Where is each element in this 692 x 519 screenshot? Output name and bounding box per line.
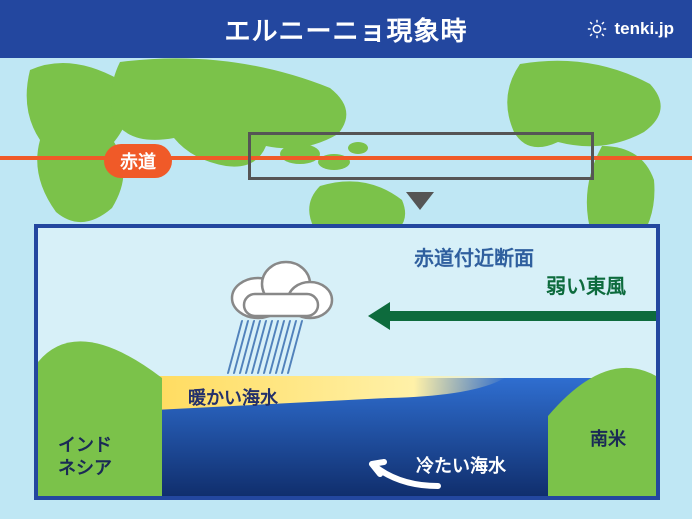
- region-selection-box: [248, 132, 594, 180]
- land-indonesia-label: インド ネシア: [58, 434, 112, 481]
- cold-water-label-text: 冷たい海水: [416, 456, 506, 476]
- equator-label-text: 赤道: [120, 148, 156, 174]
- header-bar: エルニーニョ現象時 tenki.jp: [0, 0, 692, 58]
- wind-label: 弱い東風: [546, 270, 626, 299]
- wind-arrow-icon: [368, 302, 660, 330]
- header-title: エルニーニョ現象時: [224, 11, 467, 48]
- rain-cloud-icon: [224, 254, 334, 324]
- wind-label-text: 弱い東風: [546, 276, 626, 298]
- section-label-text: 赤道付近断面: [414, 248, 534, 270]
- brand-logo: tenki.jp: [586, 18, 674, 40]
- land-south-america-label: 南米: [590, 428, 626, 451]
- warm-water-label: 暖かい海水: [188, 384, 278, 410]
- diagram-canvas: 赤道 赤道付近断面 弱い東風 暖かい海水: [0, 58, 692, 519]
- pointer-triangle-icon: [406, 192, 434, 210]
- land-south-america: [548, 356, 656, 496]
- equator-label: 赤道: [104, 144, 172, 178]
- section-label: 赤道付近断面: [414, 242, 534, 271]
- warm-water-label-text: 暖かい海水: [188, 388, 278, 408]
- cold-water-label: 冷たい海水: [416, 452, 506, 478]
- sun-icon: [586, 18, 608, 40]
- cross-section-panel: 赤道付近断面 弱い東風 暖かい海水 冷たい海水 インド ネシ: [34, 224, 660, 500]
- brand-logo-text: tenki.jp: [614, 19, 674, 39]
- rain-icon: [234, 320, 296, 374]
